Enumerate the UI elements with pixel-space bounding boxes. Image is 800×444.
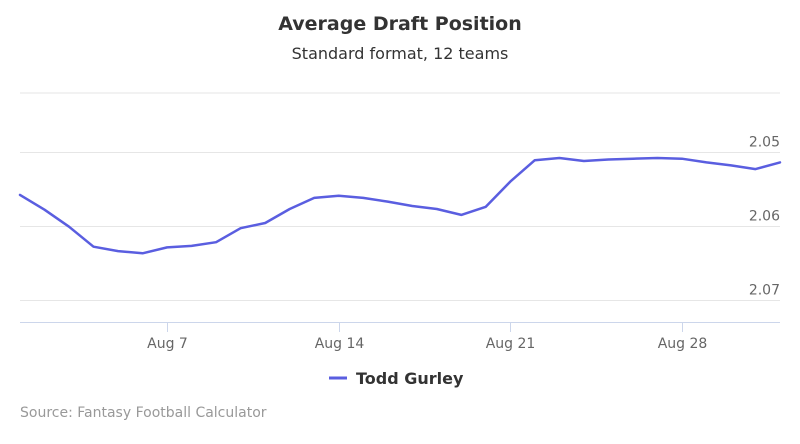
x-tick-label: Aug 14: [315, 336, 365, 352]
legend-label[interactable]: Todd Gurley: [356, 369, 464, 388]
y-axis-labels: 2.05 2.06 2.07: [749, 135, 780, 299]
x-axis: Aug 7 Aug 14 Aug 21 Aug 28: [20, 322, 780, 352]
grid: [20, 92, 780, 301]
legend[interactable]: Todd Gurley: [329, 369, 464, 388]
y-tick-label: 2.06: [749, 209, 780, 225]
credits[interactable]: Source: Fantasy Football Calculator: [20, 405, 267, 421]
y-tick-label: 2.07: [749, 283, 780, 299]
x-tick-label: Aug 28: [658, 336, 708, 352]
chart-title: Average Draft Position: [278, 13, 522, 35]
x-tick-label: Aug 21: [486, 336, 536, 352]
x-tick-label: Aug 7: [147, 336, 188, 352]
plot-area: [18, 156, 782, 255]
series-line-todd-gurley: [18, 156, 782, 255]
y-tick-label: 2.05: [749, 135, 780, 151]
chart-subtitle: Standard format, 12 teams: [292, 44, 509, 63]
